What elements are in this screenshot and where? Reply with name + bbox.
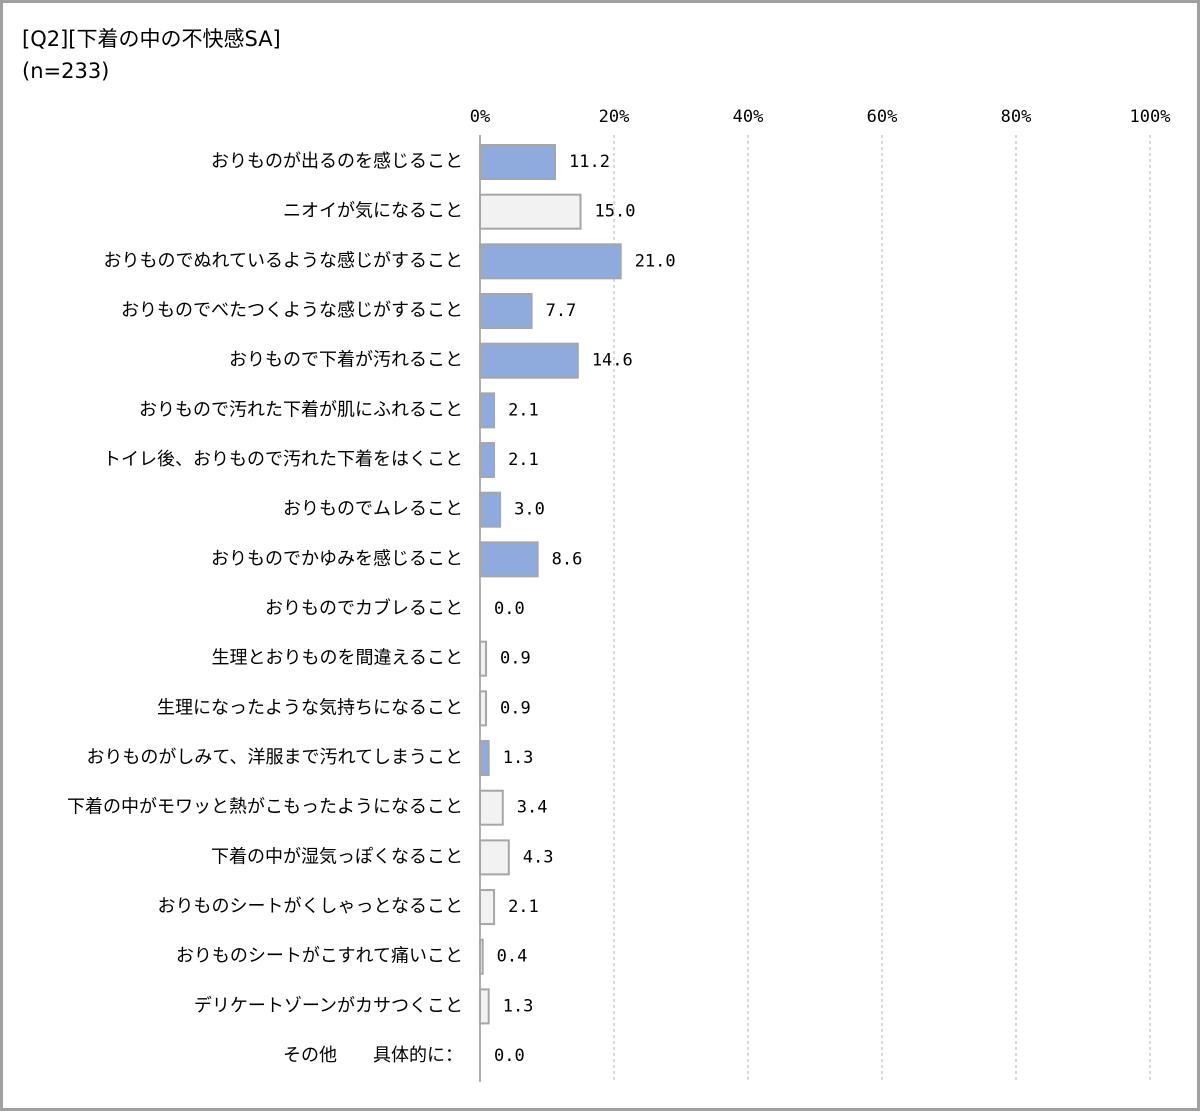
bar [479, 541, 539, 578]
bar [479, 442, 496, 479]
y-tick-label: おりものでカブレること [265, 597, 463, 619]
data-label: 11.2 [569, 152, 610, 172]
bar [479, 640, 488, 677]
y-tick-label: おりものシートがこすれて痛いこと [176, 946, 463, 967]
y-tick-label: おりものでムレること [283, 499, 463, 520]
x-tick-label: 80% [1001, 107, 1032, 127]
y-tick-label: おりものでぬれているような感じがすること [104, 250, 463, 271]
bar [479, 988, 490, 1025]
y-tick-label: デリケートゾーンがカサつくこと [194, 995, 463, 1016]
bar [479, 392, 496, 429]
x-tick-label: 100% [1130, 107, 1171, 127]
y-tick-label: おりものシートがくしゃっとなること [158, 896, 463, 917]
data-label: 0.0 [494, 1046, 525, 1066]
x-tick-label: 20% [599, 107, 630, 127]
y-tick-label: おりものでべたつくような感じがすること [121, 300, 463, 321]
y-tick-label: 下着の中が湿気っぽくなること [211, 846, 463, 867]
data-label: 0.9 [500, 649, 531, 669]
y-tick-label: 生理とおりものを間違えること [212, 648, 463, 669]
bar [479, 938, 484, 975]
y-tick-label: おりもので汚れた下着が肌にふれること [139, 399, 463, 420]
data-label: 7.7 [546, 301, 577, 321]
data-label: 0.9 [500, 698, 531, 718]
y-tick-label: おりものでかゆみを感じること [211, 548, 463, 569]
data-label: 21.0 [635, 251, 676, 271]
y-tick-label: おりものが出るのを感じること [211, 151, 463, 172]
y-tick-label: 生理になったような気持ちになること [157, 697, 463, 718]
x-tick-label: 40% [733, 107, 764, 127]
bar [479, 740, 490, 777]
y-tick-label: 下着の中がモワッと熱がこもったようになること [67, 797, 463, 818]
y-tick-label: トイレ後、おりもので汚れた下着をはくこと [103, 449, 463, 470]
chart-subtitle: (n=233) [22, 59, 109, 83]
bar [479, 839, 510, 876]
data-label: 0.0 [494, 599, 525, 619]
data-label: 2.1 [508, 450, 539, 470]
bar [479, 243, 622, 280]
data-label: 2.1 [508, 897, 539, 917]
y-tick-label: ニオイが気になること [283, 201, 463, 222]
y-tick-label: その他 具体的に： [283, 1045, 463, 1066]
x-tick-label: 60% [867, 107, 898, 127]
bar [479, 491, 502, 528]
bar [479, 889, 496, 926]
bar [479, 293, 533, 330]
data-label: 4.3 [523, 847, 554, 867]
x-tick-label: 0% [470, 107, 490, 127]
data-label: 0.4 [497, 947, 528, 967]
bar [479, 144, 557, 180]
data-label: 2.1 [508, 400, 539, 420]
y-tick-label: おりものがしみて、洋服まで汚れてしまうこと [86, 747, 463, 768]
data-label: 1.3 [503, 996, 534, 1016]
data-label: 3.0 [514, 500, 545, 520]
bar [479, 789, 504, 826]
data-label: 1.3 [503, 748, 534, 768]
y-tick-label: おりもので下着が汚れること [229, 350, 463, 371]
data-label: 14.6 [592, 351, 633, 371]
bar [479, 690, 488, 727]
chart-title: [Q2][下着の中の不快感SA] [22, 27, 281, 51]
data-label: 15.0 [595, 202, 636, 222]
bar [479, 193, 582, 230]
bar [479, 342, 579, 379]
data-label: 3.4 [517, 798, 548, 818]
data-label: 8.6 [552, 549, 583, 569]
